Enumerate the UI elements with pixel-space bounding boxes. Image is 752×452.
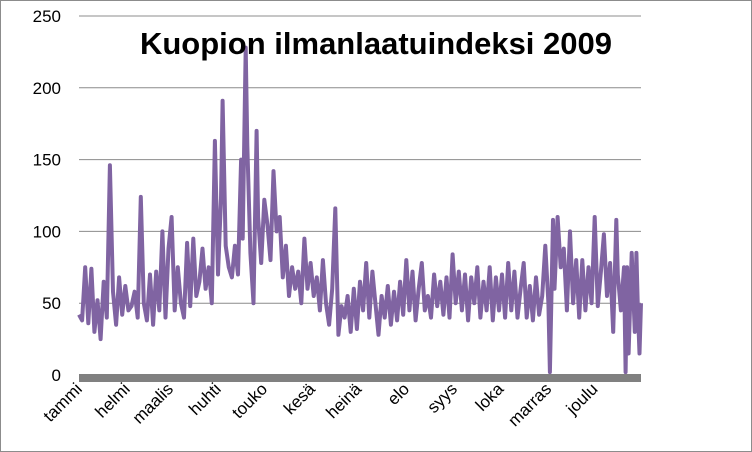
y-tick-label: 250 [33, 7, 61, 26]
series-line-0 [77, 45, 643, 375]
x-tick-label: kesä [280, 379, 319, 418]
chart-title: Kuopion ilmanlaatuindeksi 2009 [140, 26, 612, 61]
x-tick-label: heinä [322, 379, 365, 422]
x-tick-label: marras [504, 379, 555, 430]
x-tick-label: joulu [562, 379, 602, 419]
x-tick-label: helmi [92, 379, 134, 421]
x-tick-label: touko [228, 379, 271, 422]
x-tick-label: elo [384, 379, 413, 408]
y-tick-label: 0 [52, 366, 61, 385]
x-tick-label: huhti [185, 379, 225, 419]
x-axis-line [79, 374, 641, 382]
y-tick-labels: 0 50 100 150 200 250 [33, 7, 61, 385]
y-tick-label: 150 [33, 151, 61, 170]
x-axis-baseline [79, 374, 641, 382]
y-tick-label: 200 [33, 79, 61, 98]
y-tick-label: 50 [42, 294, 61, 313]
x-tick-label: maalis [129, 379, 177, 427]
y-tick-label: 100 [33, 222, 61, 241]
x-tick-label: loka [472, 379, 508, 415]
x-tick-label: syys [424, 379, 461, 416]
series-layer [77, 45, 643, 375]
x-tick-label: tammi [40, 379, 86, 425]
